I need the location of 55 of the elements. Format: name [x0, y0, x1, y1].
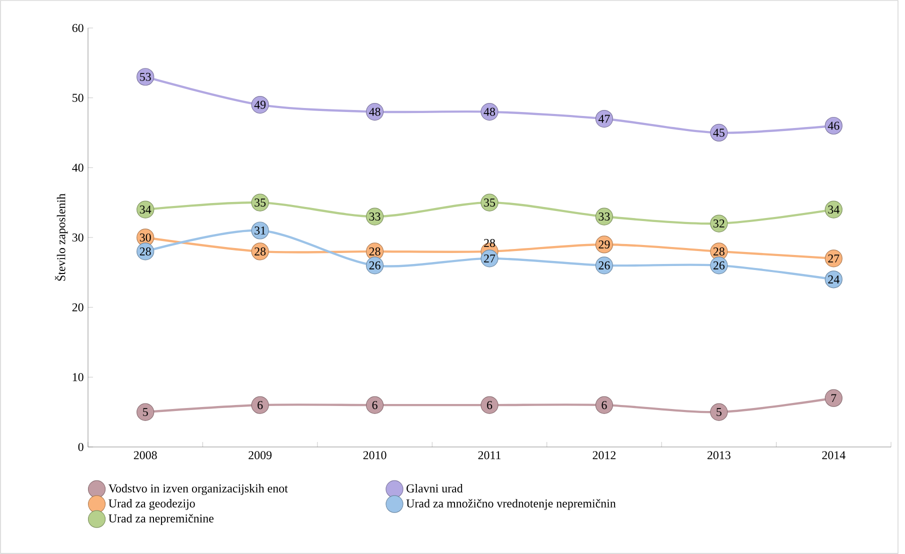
y-tick-label: 20 — [72, 303, 84, 312]
x-tick-label: 2010 — [363, 451, 386, 460]
legend-label: Urad za nepremičnine — [108, 514, 214, 525]
data-label: 29 — [598, 240, 610, 248]
data-label: 26 — [598, 261, 610, 270]
data-label: 28 — [484, 238, 496, 248]
y-tick-label: 30 — [72, 233, 84, 242]
data-label: 28 — [713, 247, 724, 256]
data-label: 24 — [828, 275, 840, 284]
x-tick-label: 2011 — [478, 451, 501, 460]
data-label: 35 — [484, 198, 496, 207]
data-label: 27 — [484, 254, 496, 262]
data-label: 28 — [369, 247, 380, 256]
data-label: 26 — [369, 261, 380, 270]
data-label: 33 — [598, 212, 610, 221]
data-label: 35 — [254, 198, 266, 207]
data-label: 30 — [140, 233, 151, 242]
x-tick-label: 2013 — [708, 451, 730, 460]
data-label: 47 — [598, 114, 610, 123]
data-label: 31 — [254, 226, 266, 235]
data-label: 6 — [372, 401, 378, 410]
data-label: 45 — [713, 128, 724, 137]
x-tick-label: 2012 — [592, 451, 616, 460]
legend-label: Glavni urad — [406, 484, 463, 492]
data-label: 7 — [831, 394, 836, 402]
legend-label: Vodstvo in izven organizacijskih enot — [108, 484, 288, 495]
data-label: 34 — [140, 206, 152, 214]
data-label: 33 — [369, 212, 380, 221]
y-tick-label: 10 — [72, 373, 84, 382]
legend-label: Urad za množično vrednotenje nepremičnin — [406, 499, 616, 510]
data-label: 48 — [369, 108, 380, 116]
x-tick-label: 2014 — [822, 451, 846, 460]
data-label: 5 — [716, 408, 722, 416]
y-tick-label: 50 — [72, 94, 84, 102]
data-label: 48 — [484, 108, 496, 116]
y-tick-label: 60 — [72, 24, 84, 32]
y-tick-label: 40 — [72, 164, 84, 172]
data-label: 28 — [254, 247, 266, 256]
data-label: 49 — [254, 100, 266, 109]
data-label: 32 — [714, 220, 724, 228]
y-tick-label: 0 — [78, 442, 84, 452]
data-label: 34 — [828, 206, 840, 214]
data-label: 53 — [140, 72, 151, 81]
data-label: 6 — [602, 401, 607, 410]
data-label: 26 — [713, 261, 725, 270]
data-label: 28 — [140, 247, 151, 256]
legend-label: Urad za geodezijo — [108, 499, 195, 510]
data-label: 5 — [143, 408, 148, 416]
x-tick-label: 2008 — [134, 451, 157, 460]
data-label: 46 — [828, 122, 840, 130]
data-label: 6 — [258, 401, 263, 410]
y-axis-title: Število zaposlenih — [54, 194, 68, 281]
x-tick-label: 2009 — [248, 451, 272, 460]
data-label: 6 — [487, 401, 492, 410]
data-label: 27 — [828, 254, 840, 262]
